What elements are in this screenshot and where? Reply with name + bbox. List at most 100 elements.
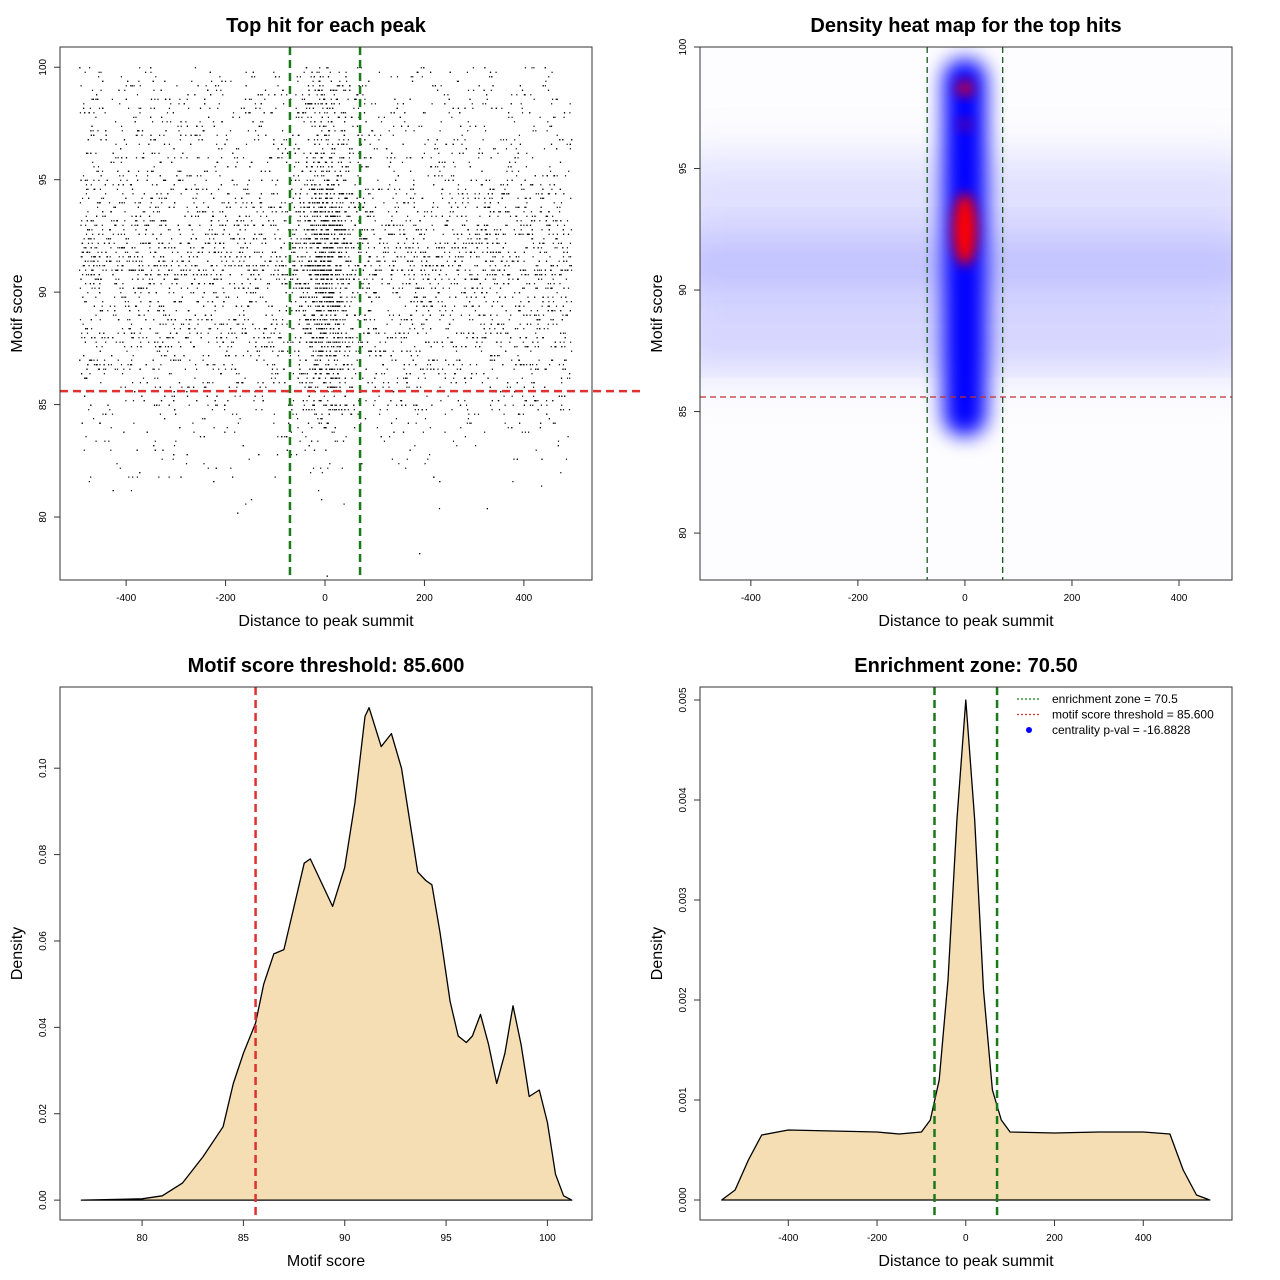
scatter-point [524,67,526,69]
scatter-point [549,364,551,366]
scatter-point [411,314,413,316]
scatter-point [242,157,245,159]
scatter-point [322,170,324,172]
scatter-point [95,440,97,442]
scatter-point [552,296,554,298]
scatter-point [566,301,568,303]
scatter-point [315,251,317,253]
scatter-point [336,202,338,204]
scatter-point [342,274,344,276]
scatter-point [139,85,141,87]
scatter-point [312,355,314,357]
scatter-point [562,364,564,366]
scatter-point [568,170,570,172]
scatter-point [119,341,121,343]
scatter-point [170,359,172,361]
scatter-point [478,197,480,199]
scatter-point [492,274,494,276]
scatter-point [484,431,486,433]
scatter-point [163,278,165,280]
scatter-point [82,175,85,177]
scatter-point [526,247,528,249]
scatter-point [368,215,370,217]
scatter-point [326,179,328,181]
scatter-point [323,94,325,96]
scatter-point [89,373,91,375]
scatter-point [333,125,335,127]
scatter-point [116,463,118,465]
scatter-point [219,242,222,244]
scatter-point [547,287,549,289]
scatter-point [96,202,99,204]
scatter-point [453,175,455,177]
scatter-point [364,238,366,240]
scatter-point [561,382,563,384]
scatter-point [326,233,328,235]
scatter-point [179,98,181,100]
scatter-point [108,364,110,366]
scatter-point [270,332,272,334]
scatter-point [327,274,329,276]
scatter-point [482,139,484,141]
scatter-point [423,215,425,217]
scatter-point [373,148,375,150]
scatter-point [318,337,320,339]
scatter-point [387,310,389,312]
scatter-point [98,71,100,73]
scatter-point [338,116,340,118]
scatter-point [556,206,558,208]
scatter-point [365,85,367,87]
scatter-point [337,175,339,177]
scatter-point [170,103,172,105]
scatter-point [250,355,252,357]
scatter-point [124,251,127,253]
scatter-point [454,256,457,258]
scatter-point [91,359,93,361]
scatter-point [457,188,459,190]
scatter-point [104,359,106,361]
scatter-point [331,292,333,294]
scatter-point [426,319,428,321]
scatter-point [79,202,81,204]
scatter-point [374,220,376,222]
scatter-point [571,350,573,352]
scatter-point [281,157,283,159]
scatter-point [299,296,301,298]
scatter-point [306,251,308,253]
scatter-point [366,238,368,240]
scatter-point [210,274,212,276]
scatter-point [319,400,321,402]
scatter-point [361,134,363,136]
scatter-point [497,355,499,357]
scatter-point [357,134,359,136]
scatter-point [138,202,140,204]
scatter-point [504,404,506,406]
scatter-point [150,71,152,73]
scatter-point [319,188,321,190]
scatter-point [478,193,480,195]
scatter-point [234,431,236,433]
scatter-point [242,202,244,204]
scatter-point [345,211,347,213]
scatter-point [493,301,495,303]
scatter-point [450,283,452,285]
scatter-point [482,251,484,253]
scatter-point [408,247,410,249]
scatter-point [325,364,327,366]
scatter-point [469,422,471,424]
scatter-point [142,337,144,339]
scatter-point [334,440,336,442]
scatter-point [319,233,321,235]
scatter-point [120,386,122,388]
scatter-point [494,265,497,267]
scatter-point [98,107,101,109]
scatter-point [260,215,262,217]
scatter-point [193,431,195,433]
scatter-point [123,233,126,235]
scatter-point [168,292,170,294]
scatter-point [142,269,144,271]
scatter-point [360,233,363,235]
scatter-point [318,206,320,208]
scatter-point [212,368,214,370]
scatter-point [386,242,388,244]
